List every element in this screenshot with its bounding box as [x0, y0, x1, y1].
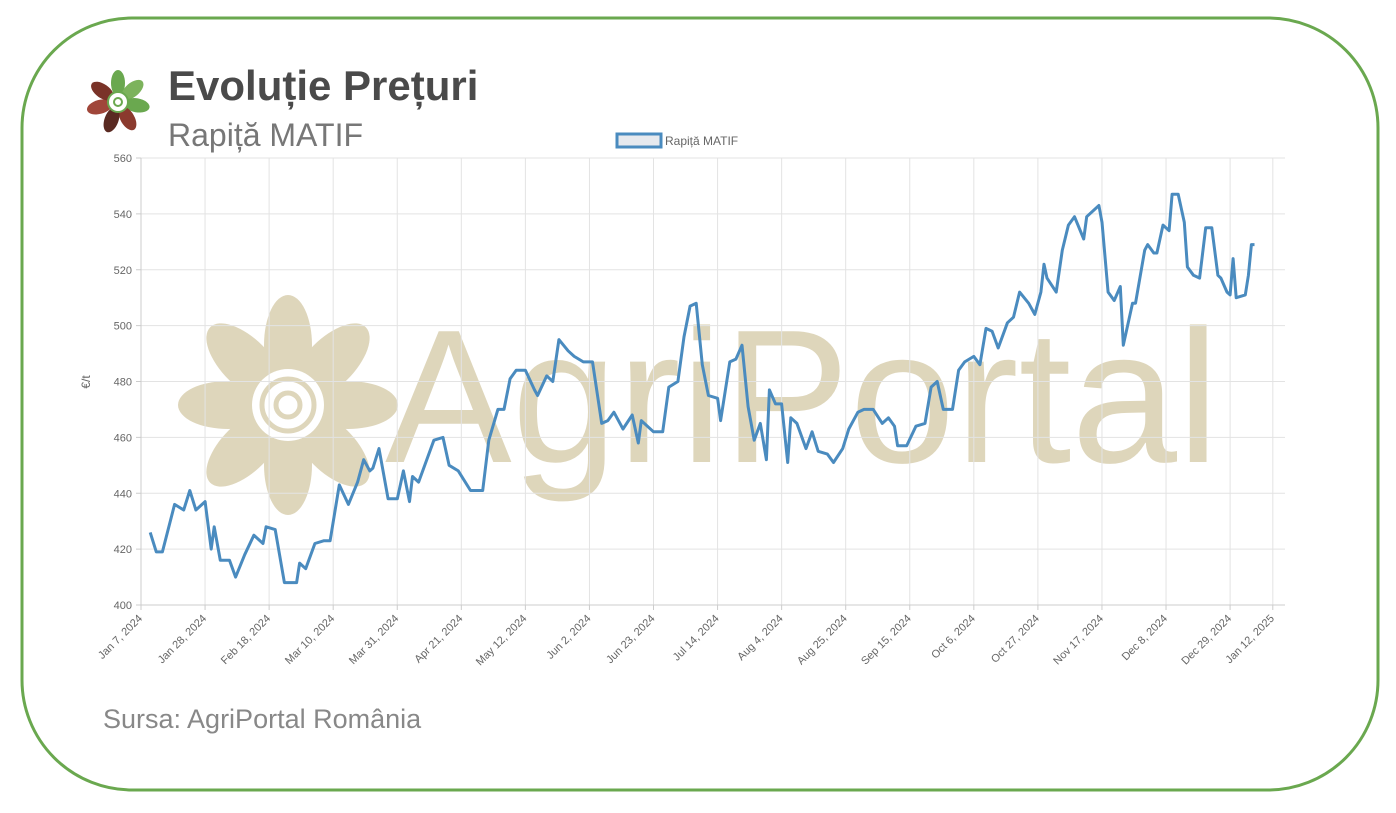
y-tick-label: 560: [114, 153, 132, 165]
y-tick-label: 480: [114, 377, 132, 389]
y-tick-label: 500: [114, 321, 132, 333]
logo: [86, 70, 150, 133]
data-line: [148, 192, 1255, 585]
y-tick-label: 540: [114, 209, 132, 221]
chart-subtitle: Rapiță MATIF: [168, 117, 363, 153]
chart-title: Evoluție Prețuri: [168, 62, 478, 110]
source: Sursa: AgriPortal România: [103, 704, 422, 734]
y-tick-label: 440: [114, 488, 132, 500]
y-tick-label: 400: [114, 600, 132, 612]
watermark-text: AgriPortal: [385, 291, 1219, 503]
y-tick-label: 460: [114, 432, 132, 444]
y-tick-label: 420: [114, 544, 132, 556]
y-axis-label: €/t: [79, 375, 93, 389]
y-tick-label: 520: [114, 265, 132, 277]
frame: [20, 16, 1380, 792]
legend-swatch: [615, 132, 663, 149]
legend-label: Rapiță MATIF: [665, 134, 738, 148]
watermark: AgriPortal: [178, 291, 1219, 515]
